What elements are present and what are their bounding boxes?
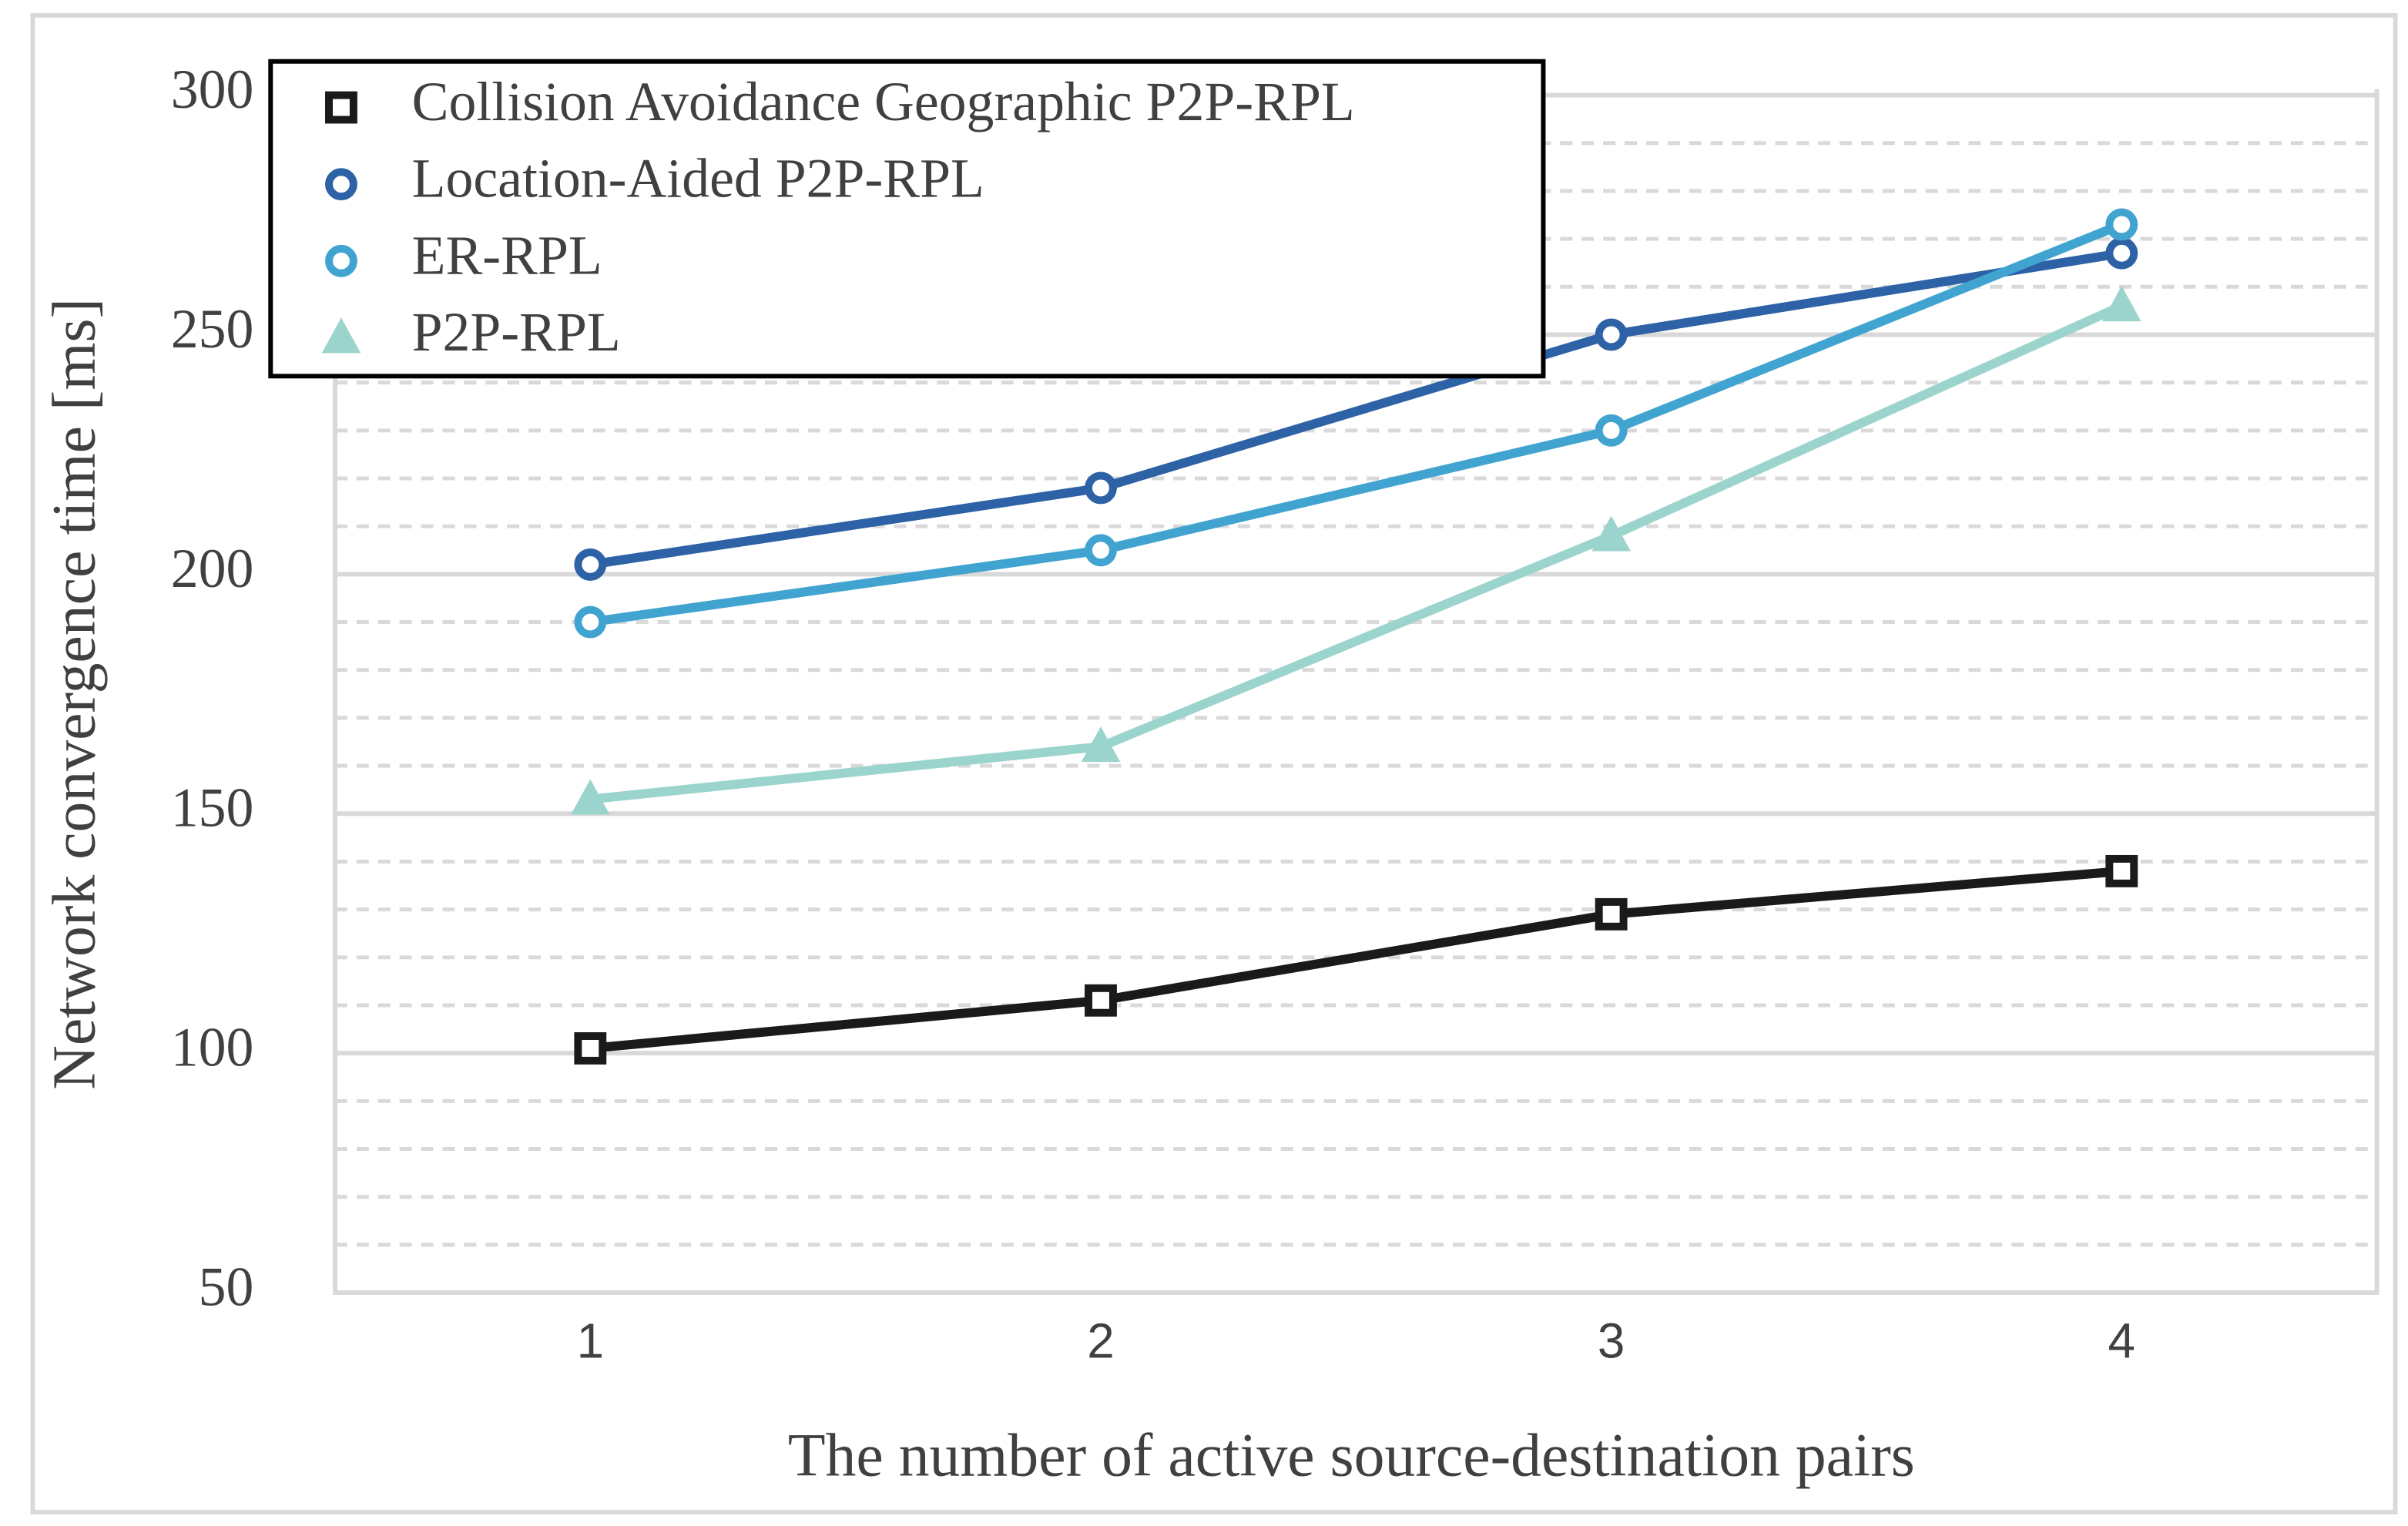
series-line <box>589 866 2122 1053</box>
data-point <box>2105 208 2138 241</box>
y-tick-label: 150 <box>171 777 254 839</box>
data-point <box>1595 318 1628 351</box>
data-point <box>1085 534 1117 567</box>
y-tick-label: 50 <box>199 1256 254 1318</box>
legend-label: Collision Avoidance Geographic P2P-RPL <box>412 71 1355 132</box>
legend-marker <box>325 168 357 201</box>
legend-label: ER-RPL <box>412 224 602 286</box>
data-point <box>1595 897 1628 931</box>
legend: Collision Avoidance Geographic P2P-RPL Lo… <box>268 59 1546 379</box>
y-tick-label: 200 <box>171 538 254 599</box>
data-point <box>574 605 607 639</box>
legend-label: P2P-RPL <box>412 301 621 363</box>
data-point <box>1085 984 1117 1017</box>
data-point <box>1081 726 1121 763</box>
y-tick-label: 100 <box>171 1017 254 1078</box>
y-axis-label: Network convergence time [ms] <box>40 298 108 1090</box>
data-point <box>2105 854 2138 887</box>
x-axis-label: The number of active source-destination … <box>788 1422 1915 1490</box>
legend-marker <box>325 244 357 277</box>
data-point <box>574 1032 607 1065</box>
series-line <box>589 301 2124 804</box>
series-line <box>589 220 2124 627</box>
y-tick-label: 250 <box>171 298 254 360</box>
x-tick-label: 4 <box>2108 1313 2135 1369</box>
x-tick-label: 1 <box>577 1313 604 1369</box>
y-tick-label: 300 <box>171 59 254 120</box>
legend-marker <box>325 91 357 124</box>
x-tick-label: 3 <box>1598 1313 1625 1369</box>
data-point <box>1595 414 1628 447</box>
data-point <box>2105 236 2138 270</box>
data-point <box>574 548 607 581</box>
data-point <box>2101 286 2141 322</box>
data-point <box>1591 515 1631 552</box>
legend-box <box>268 59 1546 379</box>
plot-frame <box>332 89 2379 1296</box>
legend-label: Location-Aided P2P-RPL <box>412 148 984 210</box>
legend-marker <box>321 317 361 354</box>
data-point <box>571 779 610 815</box>
series-line <box>589 248 2123 569</box>
data-point <box>1085 471 1117 505</box>
x-tick-label: 2 <box>1087 1313 1114 1369</box>
